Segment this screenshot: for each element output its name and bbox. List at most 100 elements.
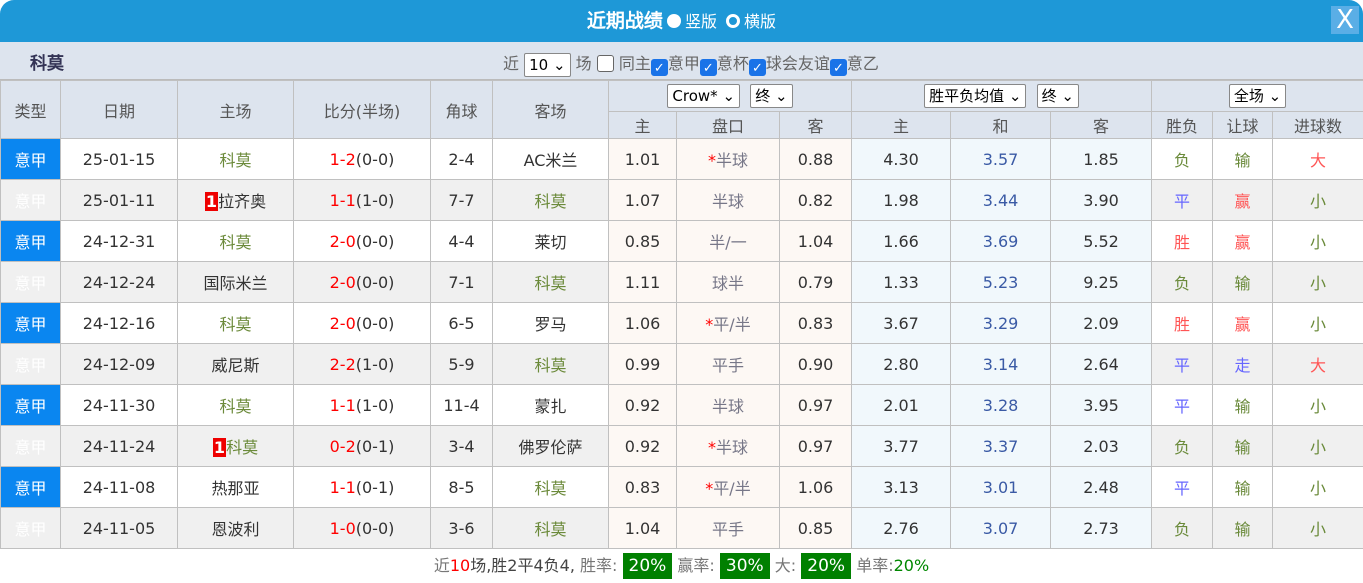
corner-cell: 5-9 [431, 344, 493, 385]
score-cell[interactable]: 2-0(0-0) [294, 303, 431, 344]
odds-away: 1.06 [780, 467, 852, 508]
subcol: 让球 [1213, 112, 1273, 139]
score-cell[interactable]: 2-2(1-0) [294, 344, 431, 385]
table-row[interactable]: 意甲 25-01-15 科莫 1-2(0-0) 2-4 AC米兰 1.01 *半… [1, 139, 1363, 180]
away-team[interactable]: 科莫 [493, 508, 609, 549]
result: 胜 [1152, 303, 1213, 344]
summary-footer: 近10场,胜2平4负4, 胜率: 20% 赢率: 30% 大: 20% 单率:2… [0, 549, 1363, 583]
away-team[interactable]: 佛罗伦萨 [493, 426, 609, 467]
handicap: 半球 [677, 385, 780, 426]
odds-home: 1.11 [609, 262, 677, 303]
table-row[interactable]: 意甲 24-11-08 热那亚 1-1(0-1) 8-5 科莫 0.83 *平/… [1, 467, 1363, 508]
euro-home: 2.01 [852, 385, 951, 426]
away-team[interactable]: 科莫 [493, 344, 609, 385]
away-team[interactable]: 科莫 [493, 467, 609, 508]
home-team[interactable]: 1科莫 [178, 426, 294, 467]
home-team[interactable]: 威尼斯 [178, 344, 294, 385]
ou-result: 小 [1273, 303, 1363, 344]
euro-time-select[interactable]: 终 ⌄ [1037, 84, 1079, 108]
euro-home: 3.13 [852, 467, 951, 508]
score-cell[interactable]: 2-0(0-0) [294, 221, 431, 262]
league-checkbox[interactable]: ✓ [651, 59, 668, 76]
handicap: 平手 [677, 344, 780, 385]
odds-home: 0.99 [609, 344, 677, 385]
league-checkbox[interactable]: ✓ [749, 59, 766, 76]
company-select[interactable]: Crow* ⌄ [667, 84, 740, 108]
away-team[interactable]: 罗马 [493, 303, 609, 344]
table-row[interactable]: 意甲 24-11-05 恩波利 1-0(0-0) 3-6 科莫 1.04 平手 … [1, 508, 1363, 549]
handicap: 球半 [677, 262, 780, 303]
corner-cell: 7-7 [431, 180, 493, 221]
home-team[interactable]: 科莫 [178, 303, 294, 344]
table-row[interactable]: 意甲 24-11-24 1科莫 0-2(0-1) 3-4 佛罗伦萨 0.92 *… [1, 426, 1363, 467]
score-cell[interactable]: 1-2(0-0) [294, 139, 431, 180]
ou-result: 大 [1273, 344, 1363, 385]
table-row[interactable]: 意甲 24-12-16 科莫 2-0(0-0) 6-5 罗马 1.06 *平/半… [1, 303, 1363, 344]
table-row[interactable]: 意甲 24-12-24 国际米兰 2-0(0-0) 7-1 科莫 1.11 球半… [1, 262, 1363, 303]
euro-draw: 3.37 [951, 426, 1051, 467]
home-team[interactable]: 恩波利 [178, 508, 294, 549]
count-select[interactable]: 10 ⌄ [524, 53, 570, 77]
score-cell[interactable]: 1-1(1-0) [294, 180, 431, 221]
odds-away: 0.83 [780, 303, 852, 344]
home-team[interactable]: 科莫 [178, 139, 294, 180]
score-cell[interactable]: 0-2(0-1) [294, 426, 431, 467]
score-cell[interactable]: 2-0(0-0) [294, 262, 431, 303]
horizontal-radio[interactable] [726, 14, 740, 28]
period-select[interactable]: 全场 ⌄ [1229, 84, 1286, 108]
euro-away: 2.09 [1051, 303, 1152, 344]
col-date: 日期 [61, 81, 178, 139]
ah-result: 赢 [1213, 221, 1273, 262]
table-row[interactable]: 意甲 24-12-31 科莫 2-0(0-0) 4-4 莱切 0.85 半/一 … [1, 221, 1363, 262]
ah-result: 走 [1213, 344, 1273, 385]
col-type: 类型 [1, 81, 61, 139]
league-checkbox[interactable]: ✓ [700, 59, 717, 76]
away-team[interactable]: 科莫 [493, 262, 609, 303]
euro-draw: 3.28 [951, 385, 1051, 426]
ah-rate-badge: 30% [720, 553, 770, 579]
euro-select[interactable]: 胜平负均值 ⌄ [924, 84, 1026, 108]
euro-draw: 5.23 [951, 262, 1051, 303]
table-row[interactable]: 意甲 24-12-09 威尼斯 2-2(1-0) 5-9 科莫 0.99 平手 … [1, 344, 1363, 385]
ou-result: 小 [1273, 221, 1363, 262]
type-cell: 意甲 [1, 385, 61, 426]
subcol: 主 [852, 112, 951, 139]
league-checkbox[interactable]: ✓ [830, 59, 847, 76]
home-team[interactable]: 1拉齐奥 [178, 180, 294, 221]
win-rate-badge: 20% [623, 553, 673, 579]
score-cell[interactable]: 1-0(0-0) [294, 508, 431, 549]
league-label: 意杯 [717, 54, 749, 73]
ah-result: 输 [1213, 385, 1273, 426]
subcol: 客 [780, 112, 852, 139]
table-row[interactable]: 意甲 25-01-11 1拉齐奥 1-1(1-0) 7-7 科莫 1.07 半球… [1, 180, 1363, 221]
handicap: 平手 [677, 508, 780, 549]
home-team[interactable]: 科莫 [178, 385, 294, 426]
handicap: *半球 [677, 426, 780, 467]
ah-result: 输 [1213, 262, 1273, 303]
league-label: 意乙 [847, 54, 879, 73]
vertical-radio[interactable] [667, 14, 681, 28]
euro-home: 2.80 [852, 344, 951, 385]
home-team[interactable]: 科莫 [178, 221, 294, 262]
away-team[interactable]: 蒙扎 [493, 385, 609, 426]
home-team[interactable]: 热那亚 [178, 467, 294, 508]
date-cell: 24-11-05 [61, 508, 178, 549]
score-cell[interactable]: 1-1(1-0) [294, 385, 431, 426]
odds-away: 0.85 [780, 508, 852, 549]
euro-draw: 3.29 [951, 303, 1051, 344]
col-home: 主场 [178, 81, 294, 139]
horizontal-label: 横版 [744, 12, 776, 31]
odds-time-select[interactable]: 终 ⌄ [750, 84, 792, 108]
score-cell[interactable]: 1-1(0-1) [294, 467, 431, 508]
away-team[interactable]: 科莫 [493, 180, 609, 221]
same-home-checkbox[interactable] [597, 55, 614, 72]
away-team[interactable]: 莱切 [493, 221, 609, 262]
odds-home: 1.04 [609, 508, 677, 549]
table-row[interactable]: 意甲 24-11-30 科莫 1-1(1-0) 11-4 蒙扎 0.92 半球 … [1, 385, 1363, 426]
result: 平 [1152, 344, 1213, 385]
away-team[interactable]: AC米兰 [493, 139, 609, 180]
type-cell: 意甲 [1, 303, 61, 344]
home-team[interactable]: 国际米兰 [178, 262, 294, 303]
date-cell: 24-11-24 [61, 426, 178, 467]
close-button[interactable]: X [1331, 6, 1359, 34]
